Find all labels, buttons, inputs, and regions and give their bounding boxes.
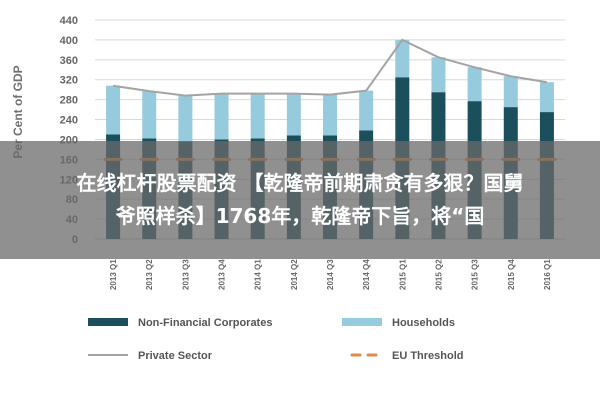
x-tick-label: 2013 Q4 xyxy=(218,259,227,290)
legend-label-non-financial-corporates: Non-Financial Corporates xyxy=(138,317,272,329)
legend-label-private-sector: Private Sector xyxy=(138,350,213,362)
x-tick-label: 2015 Q4 xyxy=(507,259,516,290)
bar-households xyxy=(286,93,301,136)
x-tick-label: 2013 Q3 xyxy=(181,259,190,290)
bar-households xyxy=(395,39,410,78)
bar-households xyxy=(323,94,337,136)
bar-households xyxy=(431,57,446,93)
x-tick-label: 2014 Q1 xyxy=(254,259,263,290)
x-tick-label: 2013 Q2 xyxy=(145,259,154,290)
bar-households xyxy=(106,85,121,135)
legend-label-eu-threshold: EU Threshold xyxy=(392,350,464,362)
legend-swatch-non-financial-corporates xyxy=(88,318,128,326)
y-axis-label: Per Cent of GDP xyxy=(11,65,25,158)
legend: Non-Financial Corporates Households Privat… xyxy=(88,317,464,362)
bar-households xyxy=(214,93,229,140)
x-tick-label: 2014 Q3 xyxy=(326,259,335,290)
bar-households xyxy=(503,76,518,108)
bar-households xyxy=(178,95,193,142)
y-tick-label: 320 xyxy=(60,75,78,87)
y-tick-label: 280 xyxy=(60,95,78,107)
x-tick-label: 2015 Q1 xyxy=(398,259,407,290)
overlay-banner: 在线杠杆股票配资 【乾隆帝前期肃贪有多狠？国舅 爷照样杀】1768年，乾隆帝下旨… xyxy=(0,141,600,259)
y-tick-label: 440 xyxy=(60,15,78,27)
x-tick-label: 2015 Q2 xyxy=(434,259,443,290)
bar-households xyxy=(142,91,157,139)
y-tick-label: 240 xyxy=(60,115,78,127)
overlay-line-1: 在线杠杆股票配资 【乾隆帝前期肃贪有多狠？国舅 xyxy=(76,171,524,195)
legend-swatch-households xyxy=(342,318,382,326)
x-tick-label: 2013 Q1 xyxy=(109,259,118,290)
bar-households xyxy=(250,93,265,139)
x-tick-label: 2015 Q3 xyxy=(471,259,480,290)
x-tick-label: 2014 Q4 xyxy=(362,259,371,290)
line-private-sector xyxy=(112,38,548,97)
x-tick-label: 2014 Q2 xyxy=(290,259,299,290)
x-tick-label: 2016 Q1 xyxy=(543,259,552,290)
bar-households xyxy=(467,67,482,102)
bar-households xyxy=(359,90,374,131)
bar-households xyxy=(539,82,554,113)
y-tick-label: 360 xyxy=(60,55,78,67)
overlay-line-2: 爷照样杀】1768年，乾隆帝下旨，将“国 xyxy=(115,204,485,228)
legend-label-households: Households xyxy=(392,317,455,329)
y-tick-label: 400 xyxy=(60,35,78,47)
x-axis-ticks: 2013 Q1 2013 Q2 2013 Q3 2013 Q4 2014 Q1 2014 … xyxy=(109,259,552,290)
